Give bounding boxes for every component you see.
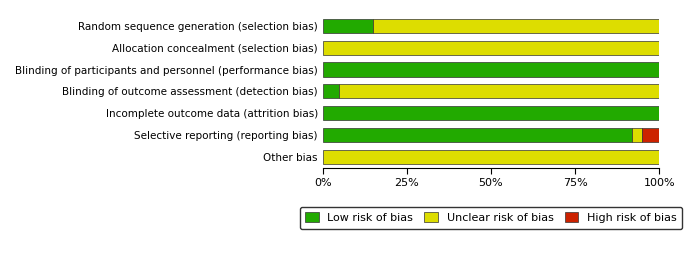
Legend: Low risk of bias, Unclear risk of bias, High risk of bias: Low risk of bias, Unclear risk of bias, …: [299, 207, 682, 229]
Bar: [323, 150, 659, 164]
Bar: [642, 128, 659, 142]
Bar: [323, 106, 659, 120]
Bar: [323, 41, 659, 55]
Bar: [323, 128, 632, 142]
Bar: [323, 84, 339, 99]
Bar: [373, 19, 659, 33]
Bar: [632, 128, 642, 142]
Bar: [323, 19, 373, 33]
Bar: [339, 84, 659, 99]
Bar: [323, 62, 659, 77]
